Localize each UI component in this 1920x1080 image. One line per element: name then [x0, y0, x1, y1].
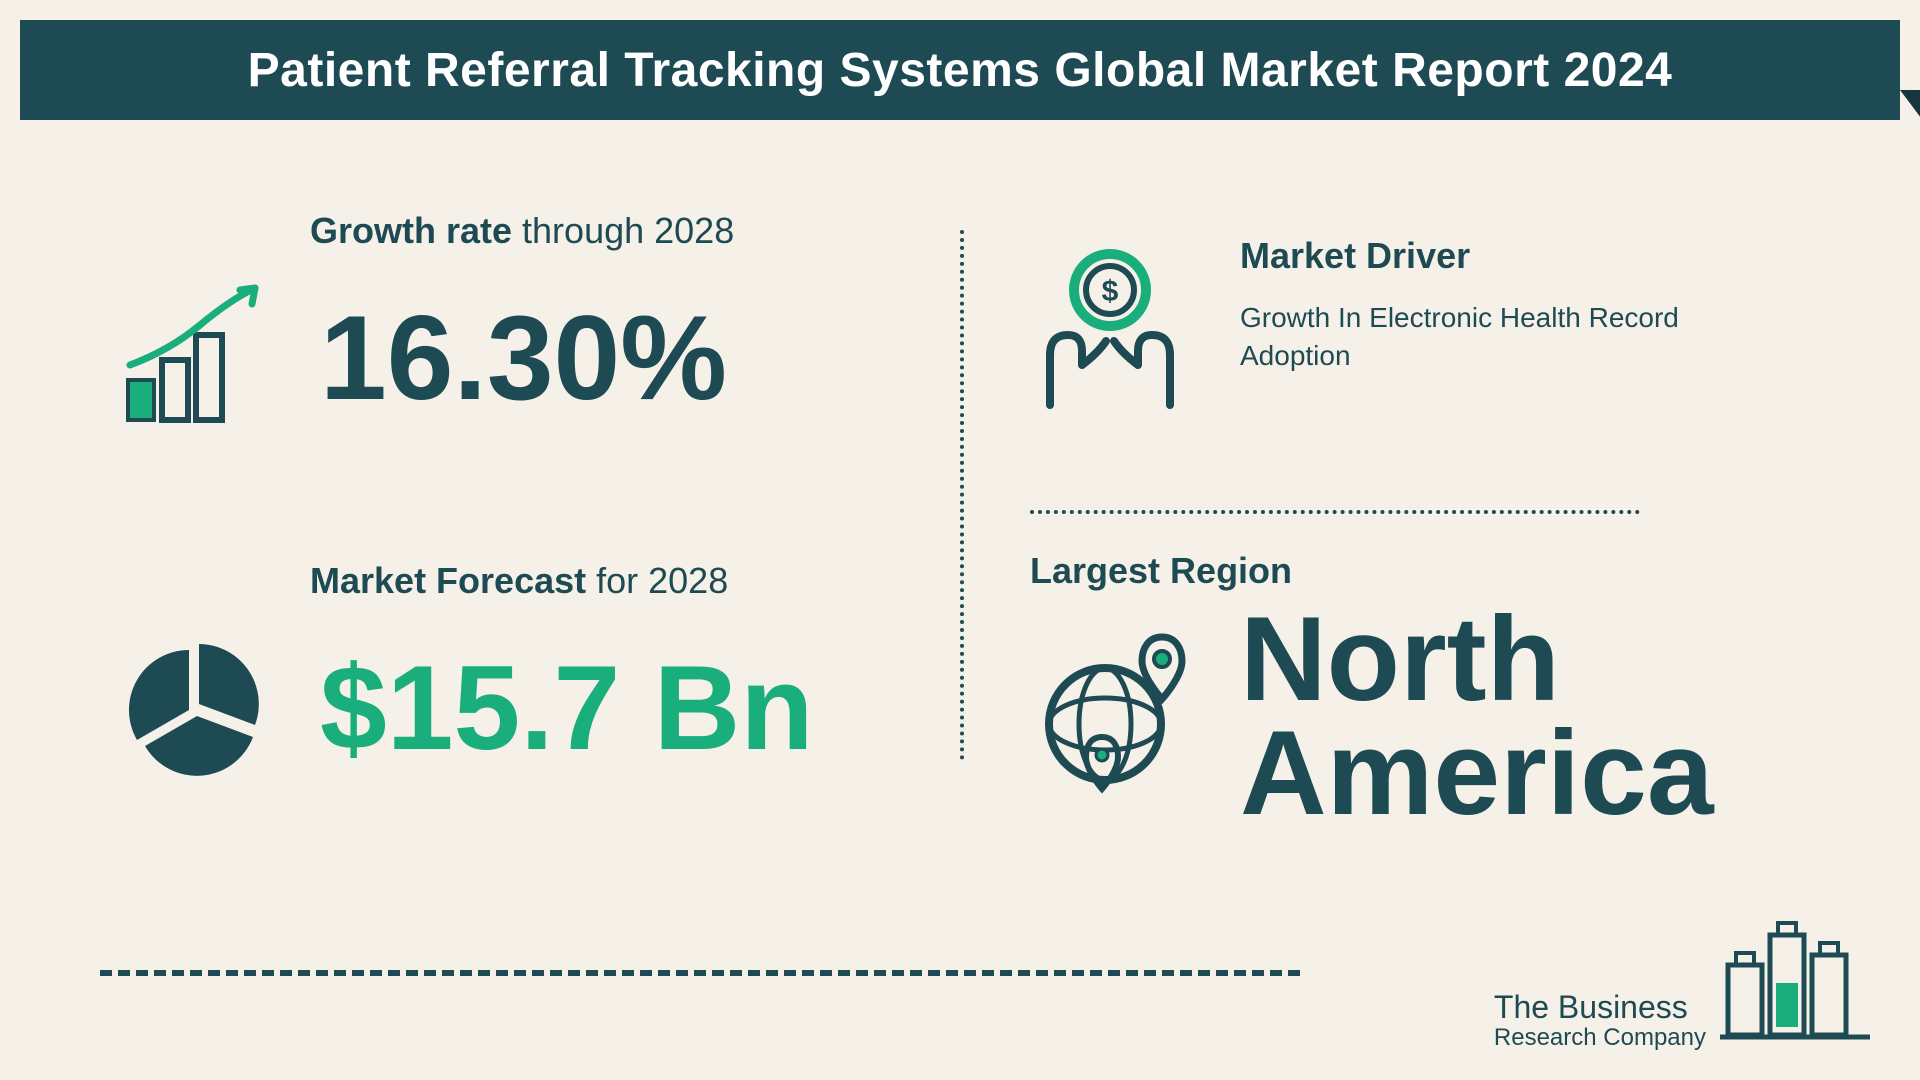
growth-value: 16.30%	[320, 298, 727, 418]
region-value: North America	[1240, 602, 1714, 830]
logo-line2: Research Company	[1494, 1025, 1706, 1050]
pie-chart-icon	[110, 620, 280, 795]
forecast-label: Market Forecast for 2028	[310, 560, 910, 602]
panel-market-driver: $ Market Driver Growth In Electronic Hea…	[1030, 235, 1680, 420]
logo-text: The Business Research Company	[1494, 991, 1706, 1050]
panel-growth-rate: Growth rate through 2028 16.30%	[110, 210, 910, 445]
panel-market-forecast: Market Forecast for 2028 $15.7 Bn	[110, 560, 910, 795]
hands-dollar-icon: $	[1030, 235, 1190, 420]
report-title: Patient Referral Tracking Systems Global…	[248, 43, 1673, 98]
logo-building-icon	[1720, 905, 1870, 1050]
report-header: Patient Referral Tracking Systems Global…	[20, 20, 1900, 120]
header-fold-triangle	[1900, 90, 1920, 130]
divider-right-horizontal	[1030, 510, 1640, 514]
forecast-value: $15.7 Bn	[320, 648, 814, 768]
growth-label-rest: through 2028	[512, 210, 734, 251]
svg-text:$: $	[1102, 275, 1119, 308]
infographic-canvas: Patient Referral Tracking Systems Global…	[0, 0, 1920, 1080]
growth-label-bold: Growth rate	[310, 210, 512, 251]
divider-vertical	[960, 230, 964, 760]
growth-chart-icon	[110, 270, 280, 445]
region-value-line2: America	[1240, 706, 1714, 840]
divider-bottom	[100, 970, 1300, 976]
forecast-label-rest: for 2028	[586, 560, 728, 601]
growth-label: Growth rate through 2028	[310, 210, 910, 252]
company-logo: The Business Research Company	[1494, 905, 1870, 1050]
forecast-label-bold: Market Forecast	[310, 560, 586, 601]
driver-text: Growth In Electronic Health Record Adopt…	[1240, 299, 1680, 375]
panel-largest-region: Largest Region	[1030, 550, 1730, 830]
globe-pin-icon	[1030, 619, 1200, 814]
driver-heading: Market Driver	[1240, 235, 1680, 277]
region-heading: Largest Region	[1030, 550, 1730, 592]
logo-line1: The Business	[1494, 991, 1706, 1025]
